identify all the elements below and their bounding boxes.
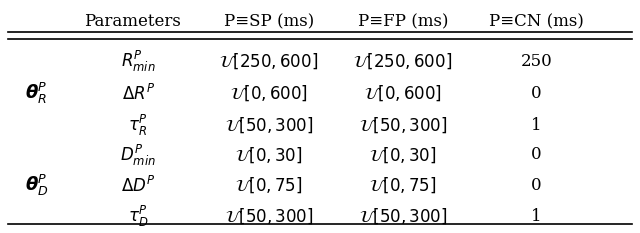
- Text: Parameters: Parameters: [84, 13, 181, 30]
- Text: $R^P_{min}$: $R^P_{min}$: [121, 49, 156, 74]
- Text: $D^P_{min}$: $D^P_{min}$: [120, 142, 156, 168]
- Text: $\mathcal{U}[0, 30]$: $\mathcal{U}[0, 30]$: [369, 145, 436, 165]
- Text: $\mathcal{U}[50, 300]$: $\mathcal{U}[50, 300]$: [225, 207, 314, 226]
- Text: $\boldsymbol{\theta}^P_D$: $\boldsymbol{\theta}^P_D$: [24, 173, 48, 198]
- Text: $\tau^P_D$: $\tau^P_D$: [128, 204, 148, 229]
- Text: $\mathcal{U}[0, 75]$: $\mathcal{U}[0, 75]$: [369, 176, 436, 195]
- Text: 0: 0: [531, 85, 542, 102]
- Text: $\mathcal{U}[0, 600]$: $\mathcal{U}[0, 600]$: [230, 84, 308, 103]
- Text: 250: 250: [521, 53, 552, 70]
- Text: $\mathcal{U}[0, 30]$: $\mathcal{U}[0, 30]$: [236, 145, 303, 165]
- Text: P≡FP (ms): P≡FP (ms): [358, 13, 448, 30]
- Text: $\mathcal{U}[50, 300]$: $\mathcal{U}[50, 300]$: [225, 116, 314, 135]
- Text: $\tau^P_R$: $\tau^P_R$: [129, 113, 148, 138]
- Text: $\mathcal{U}[250, 600]$: $\mathcal{U}[250, 600]$: [220, 52, 319, 72]
- Text: $\mathcal{U}[250, 600]$: $\mathcal{U}[250, 600]$: [353, 52, 452, 72]
- Text: P≡CN (ms): P≡CN (ms): [489, 13, 584, 30]
- Text: 1: 1: [531, 208, 542, 225]
- Text: $\boldsymbol{\theta}^P_R$: $\boldsymbol{\theta}^P_R$: [26, 81, 47, 106]
- Text: $\mathcal{U}[50, 300]$: $\mathcal{U}[50, 300]$: [358, 207, 447, 226]
- Text: 0: 0: [531, 177, 542, 194]
- Text: 0: 0: [531, 147, 542, 164]
- Text: $\mathcal{U}[0, 75]$: $\mathcal{U}[0, 75]$: [236, 176, 303, 195]
- Text: P≡SP (ms): P≡SP (ms): [224, 13, 314, 30]
- Text: $\mathcal{U}[50, 300]$: $\mathcal{U}[50, 300]$: [358, 116, 447, 135]
- Text: $\mathcal{U}[0, 600]$: $\mathcal{U}[0, 600]$: [364, 84, 442, 103]
- Text: $\Delta R^P$: $\Delta R^P$: [122, 83, 155, 104]
- Text: 1: 1: [531, 117, 542, 134]
- Text: $\Delta D^P$: $\Delta D^P$: [121, 176, 156, 196]
